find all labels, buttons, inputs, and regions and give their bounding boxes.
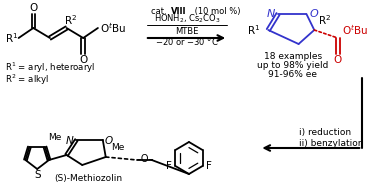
Text: Me: Me (111, 144, 124, 153)
Text: O: O (334, 55, 342, 65)
Text: 91-96% ee: 91-96% ee (268, 70, 317, 78)
Text: (10 mol %): (10 mol %) (192, 7, 240, 15)
Text: O: O (105, 136, 113, 146)
Text: N: N (267, 9, 275, 19)
Text: R$^2$: R$^2$ (64, 13, 77, 27)
Text: cat.: cat. (151, 7, 169, 15)
Text: MTBE: MTBE (175, 26, 199, 36)
Text: R$^2$ = alkyl: R$^2$ = alkyl (5, 73, 49, 87)
Text: R$^2$: R$^2$ (318, 13, 332, 27)
Text: R$^1$: R$^1$ (5, 31, 19, 45)
Text: ii) benzylation: ii) benzylation (299, 139, 363, 147)
Text: O: O (79, 55, 87, 65)
Text: HONH$_2$, Cs$_2$CO$_3$: HONH$_2$, Cs$_2$CO$_3$ (153, 13, 220, 25)
Text: $-$20 or $-$30 °C: $-$20 or $-$30 °C (155, 36, 219, 46)
Text: F: F (206, 161, 212, 171)
Text: (S)-Methiozolin: (S)-Methiozolin (54, 174, 122, 182)
Text: i) reduction: i) reduction (299, 127, 351, 137)
Text: O$^t$Bu: O$^t$Bu (342, 23, 368, 37)
Text: F: F (166, 161, 172, 171)
Text: up to 98% yield: up to 98% yield (257, 60, 328, 70)
Text: R$^1$ = aryl, heteroaryl: R$^1$ = aryl, heteroaryl (5, 61, 95, 75)
Text: S: S (34, 170, 40, 180)
Text: O: O (309, 9, 318, 19)
Text: Me: Me (48, 134, 61, 142)
Text: R$^1$: R$^1$ (247, 23, 260, 37)
Text: N: N (66, 136, 73, 146)
Text: VIII: VIII (171, 7, 187, 15)
Text: O: O (29, 3, 37, 13)
Text: 18 examples: 18 examples (264, 52, 322, 60)
Text: O$^t$Bu: O$^t$Bu (100, 21, 126, 35)
Text: –O–: –O– (136, 154, 153, 164)
